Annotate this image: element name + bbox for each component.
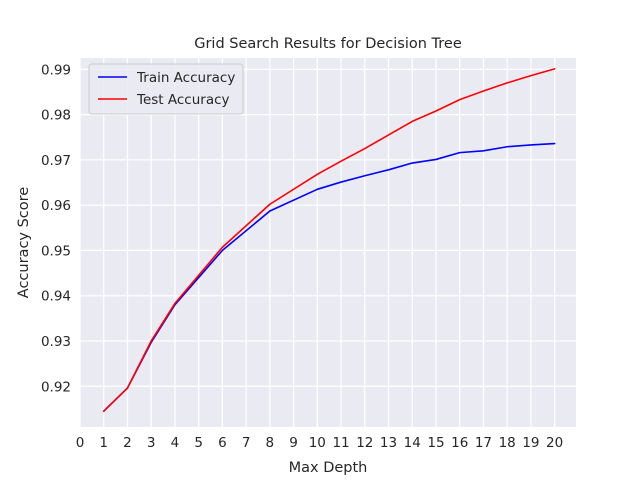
- x-tick-label: 19: [522, 435, 539, 451]
- y-tick-labels: 0.92 0.93 0.94 0.95 0.96 0.97 0.98 0.99: [41, 62, 71, 395]
- x-tick-label: 20: [546, 435, 563, 451]
- y-tick-label: 0.92: [41, 379, 71, 395]
- y-tick-label: 0.96: [41, 198, 71, 214]
- x-tick-label: 18: [499, 435, 516, 451]
- chart-title: Grid Search Results for Decision Tree: [194, 36, 462, 52]
- x-tick-label: 12: [356, 435, 373, 451]
- x-tick-labels: 0 1 2 3 4 5 6 7 8 9 10 11 12 13 14 15 16 17 18 19 20: [76, 435, 564, 451]
- x-tick-label: 11: [332, 435, 349, 451]
- legend-label: Test Accuracy: [136, 92, 230, 108]
- y-tick-label: 0.99: [41, 62, 71, 78]
- x-tick-label: 3: [147, 435, 156, 451]
- x-tick-label: 9: [289, 435, 298, 451]
- x-tick-label: 7: [242, 435, 251, 451]
- y-tick-label: 0.94: [41, 289, 71, 305]
- y-axis-label: Accuracy Score: [16, 187, 32, 298]
- y-tick-label: 0.95: [41, 243, 71, 259]
- x-tick-label: 14: [404, 435, 421, 451]
- x-tick-label: 13: [380, 435, 397, 451]
- x-tick-label: 0: [76, 435, 85, 451]
- legend-label: Train Accuracy: [136, 70, 235, 86]
- gridlines: [79, 58, 576, 427]
- x-tick-label: 4: [171, 435, 180, 451]
- plot-area: [80, 58, 576, 427]
- series-layer: [102, 68, 556, 412]
- x-axis-label: Max Depth: [289, 460, 368, 476]
- x-tick-label: 16: [451, 435, 468, 451]
- y-tick-label: 0.98: [41, 108, 71, 124]
- x-tick-label: 8: [266, 435, 275, 451]
- x-tick-label: 15: [427, 435, 444, 451]
- x-tick-label: 5: [194, 435, 203, 451]
- x-tick-label: 6: [218, 435, 227, 451]
- y-tick-label: 0.93: [41, 334, 71, 350]
- x-tick-label: 17: [475, 435, 492, 451]
- x-tick-label: 2: [123, 435, 132, 451]
- x-tick-label: 10: [309, 435, 326, 451]
- legend: Train Accuracy Test Accuracy: [88, 63, 244, 115]
- x-tick-label: 1: [99, 435, 108, 451]
- y-tick-label: 0.97: [41, 153, 71, 169]
- legend-box: [88, 63, 244, 115]
